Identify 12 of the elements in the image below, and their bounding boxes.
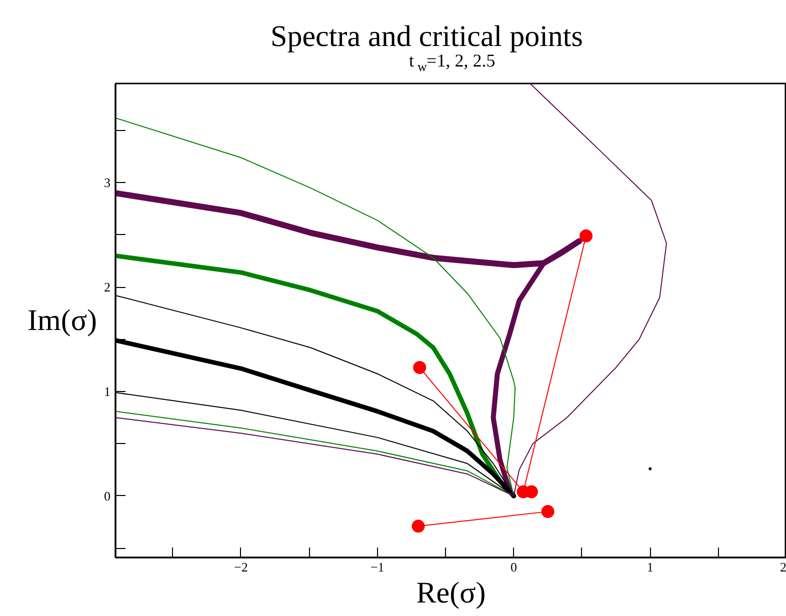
x-tick-label: 2 bbox=[780, 560, 786, 574]
y-tick-label: 1 bbox=[104, 384, 110, 399]
y-tick-label: 3 bbox=[104, 175, 110, 190]
chart-title: Spectra and critical points bbox=[270, 20, 583, 53]
x-tick-label: −2 bbox=[234, 560, 248, 574]
y-tick-label: 0 bbox=[104, 488, 110, 504]
x-tick-label: −1 bbox=[370, 560, 384, 574]
y-tick-label: 2 bbox=[104, 280, 110, 295]
y-axis-title: Im(σ) bbox=[28, 304, 98, 337]
x-tick-label: 0 bbox=[510, 560, 517, 574]
x-tick-label: 1 bbox=[646, 560, 654, 574]
x-axis-title: Re(σ) bbox=[416, 576, 486, 610]
